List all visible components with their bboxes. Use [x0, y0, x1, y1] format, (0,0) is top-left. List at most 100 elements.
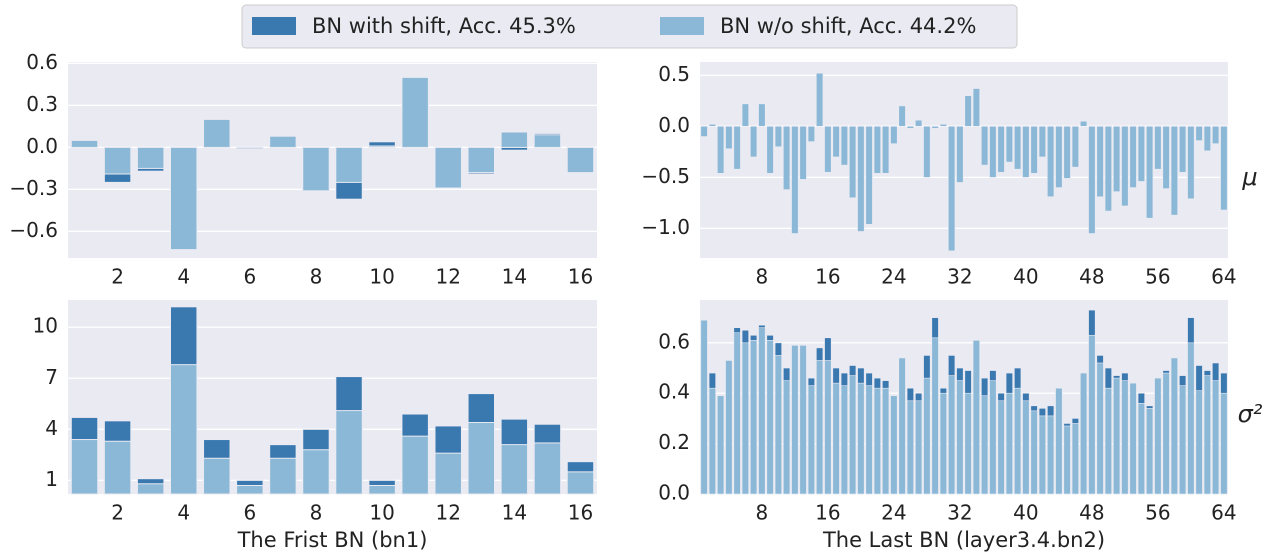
bar [1113, 126, 1121, 192]
x-tick-label: 64 [1211, 265, 1236, 289]
bar [1030, 410, 1038, 495]
bar [1187, 342, 1195, 495]
y-tick-label: 0.6 [658, 329, 690, 353]
x-tick-label: 8 [310, 501, 323, 525]
y-tick-label: 7 [45, 365, 58, 389]
bar [302, 449, 330, 495]
x-tick-label: 6 [243, 265, 256, 289]
bar [1022, 126, 1030, 178]
y-axis-label: σ² [1238, 400, 1263, 428]
bar [1038, 415, 1046, 495]
bar [915, 400, 923, 495]
y-tick-label: 0.0 [658, 481, 690, 505]
bar [865, 385, 873, 495]
bar [533, 442, 562, 495]
y-tick-label: 0.4 [658, 380, 690, 404]
x-tick-label: 8 [310, 265, 323, 289]
bar [939, 123, 947, 127]
bar [1162, 372, 1170, 495]
bar [1022, 400, 1030, 495]
bar [989, 126, 997, 178]
bar [1129, 126, 1137, 188]
bar [824, 360, 832, 495]
bar [1113, 377, 1121, 495]
bar [989, 380, 997, 495]
bar [1179, 385, 1187, 495]
bar [1146, 408, 1154, 495]
bar [1047, 415, 1055, 495]
x-tick-label: 56 [1145, 501, 1170, 525]
bar [890, 395, 898, 495]
legend-swatch [252, 17, 296, 35]
bar [1162, 126, 1170, 189]
bar [717, 126, 725, 174]
bar [840, 385, 848, 495]
bar [169, 364, 198, 495]
bar [1030, 126, 1038, 174]
x-tick-label: 24 [881, 265, 906, 289]
bar [70, 139, 99, 148]
x-tick-label: 4 [177, 265, 190, 289]
bar [816, 360, 824, 495]
bar [1154, 126, 1162, 170]
bar [857, 382, 865, 495]
x-tick-label: 8 [756, 501, 769, 525]
bar [997, 126, 1005, 173]
bar [335, 410, 363, 495]
bar [1080, 372, 1088, 495]
bar [948, 375, 956, 495]
bar [467, 146, 496, 174]
bar [434, 146, 462, 189]
bar [1096, 362, 1104, 495]
bar [1121, 380, 1129, 495]
bar [865, 126, 873, 225]
bar [1137, 402, 1145, 495]
y-tick-label: 0.0 [26, 134, 58, 158]
bar [368, 484, 396, 495]
bar [981, 395, 989, 495]
bar [1170, 357, 1178, 495]
bar [1005, 126, 1013, 163]
bar [1088, 334, 1096, 495]
bar [898, 105, 906, 127]
bar [1187, 126, 1195, 200]
bar [972, 340, 980, 495]
bar [939, 392, 947, 495]
bar [931, 337, 939, 495]
bar [708, 387, 716, 495]
x-tick-label: 16 [815, 501, 840, 525]
bar [1104, 126, 1112, 212]
x-tick-label: 40 [1013, 265, 1038, 289]
bar [1170, 126, 1178, 216]
bar [832, 382, 840, 495]
bar [774, 355, 782, 495]
bar [1203, 126, 1211, 152]
x-tick-label: 12 [435, 501, 460, 525]
bar [906, 126, 914, 129]
bar [758, 327, 766, 495]
bar [500, 131, 529, 148]
bar [1005, 392, 1013, 495]
y-axis-label: μ [1241, 163, 1257, 191]
bar [335, 146, 363, 183]
bar [1220, 392, 1228, 495]
x-tick-label: 56 [1145, 265, 1170, 289]
y-tick-label: 0.2 [658, 430, 690, 454]
y-tick-label: 1 [45, 467, 58, 491]
y-tick-label: −1.0 [641, 215, 690, 239]
bar [1063, 126, 1071, 179]
bar [401, 76, 429, 148]
bar [766, 340, 774, 495]
bar [302, 146, 330, 192]
bar [964, 95, 972, 127]
x-axis-label: The Frist BN (bn1) [237, 528, 428, 552]
bar [136, 483, 165, 495]
bar [203, 457, 231, 495]
x-tick-label: 2 [111, 265, 124, 289]
x-tick-label: 14 [502, 501, 527, 525]
x-tick-label: 16 [568, 501, 593, 525]
bar [70, 439, 99, 495]
y-tick-label: 0.3 [26, 92, 58, 116]
bar [368, 145, 396, 148]
